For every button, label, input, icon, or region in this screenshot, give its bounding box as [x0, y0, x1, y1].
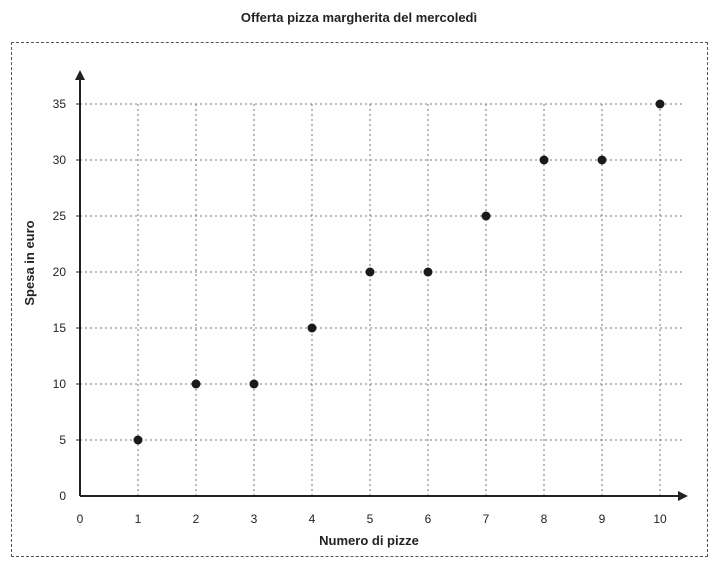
- y-tick-label: 5: [59, 433, 66, 447]
- axes: [75, 70, 688, 501]
- data-point: [481, 211, 491, 221]
- y-axis-title: Spesa in euro: [22, 220, 37, 305]
- chart-frame: [11, 42, 708, 557]
- data-point: [307, 323, 317, 333]
- data-points: [133, 99, 665, 445]
- x-tick-label: 5: [367, 512, 374, 526]
- y-tick-label: 15: [53, 321, 67, 335]
- data-point: [365, 267, 375, 277]
- y-tick-label: 25: [53, 209, 67, 223]
- x-tick-label: 4: [309, 512, 316, 526]
- y-tick-label: 35: [53, 97, 67, 111]
- y-axis-arrow: [75, 70, 85, 80]
- tick-labels: 0 1 2 3 4 5 6 7 8 9 10 0 5 10 15 20 25 30 35: [53, 97, 667, 526]
- x-tick-label: 2: [193, 512, 200, 526]
- x-axis-title: Numero di pizze: [319, 533, 419, 548]
- x-tick-label: 0: [77, 512, 84, 526]
- chart-title: Offerta pizza margherita del mercoledì: [240, 10, 478, 25]
- data-point: [539, 155, 549, 165]
- x-axis-arrow: [678, 491, 688, 501]
- x-tick-label: 6: [425, 512, 432, 526]
- y-tick-label: 20: [53, 265, 67, 279]
- x-tick-label: 3: [251, 512, 258, 526]
- data-point: [249, 379, 259, 389]
- data-point: [597, 155, 607, 165]
- data-point: [133, 435, 143, 445]
- data-point: [655, 99, 665, 109]
- x-tick-label: 7: [483, 512, 490, 526]
- y-tick-label: 30: [53, 153, 67, 167]
- data-point: [191, 379, 201, 389]
- x-tick-label: 1: [135, 512, 142, 526]
- x-tick-label: 8: [541, 512, 548, 526]
- x-tick-label: 10: [653, 512, 667, 526]
- grid-lines: [80, 103, 682, 496]
- x-tick-label: 9: [599, 512, 606, 526]
- y-tick-label: 0: [59, 489, 66, 503]
- data-point: [423, 267, 433, 277]
- y-tick-label: 10: [53, 377, 67, 391]
